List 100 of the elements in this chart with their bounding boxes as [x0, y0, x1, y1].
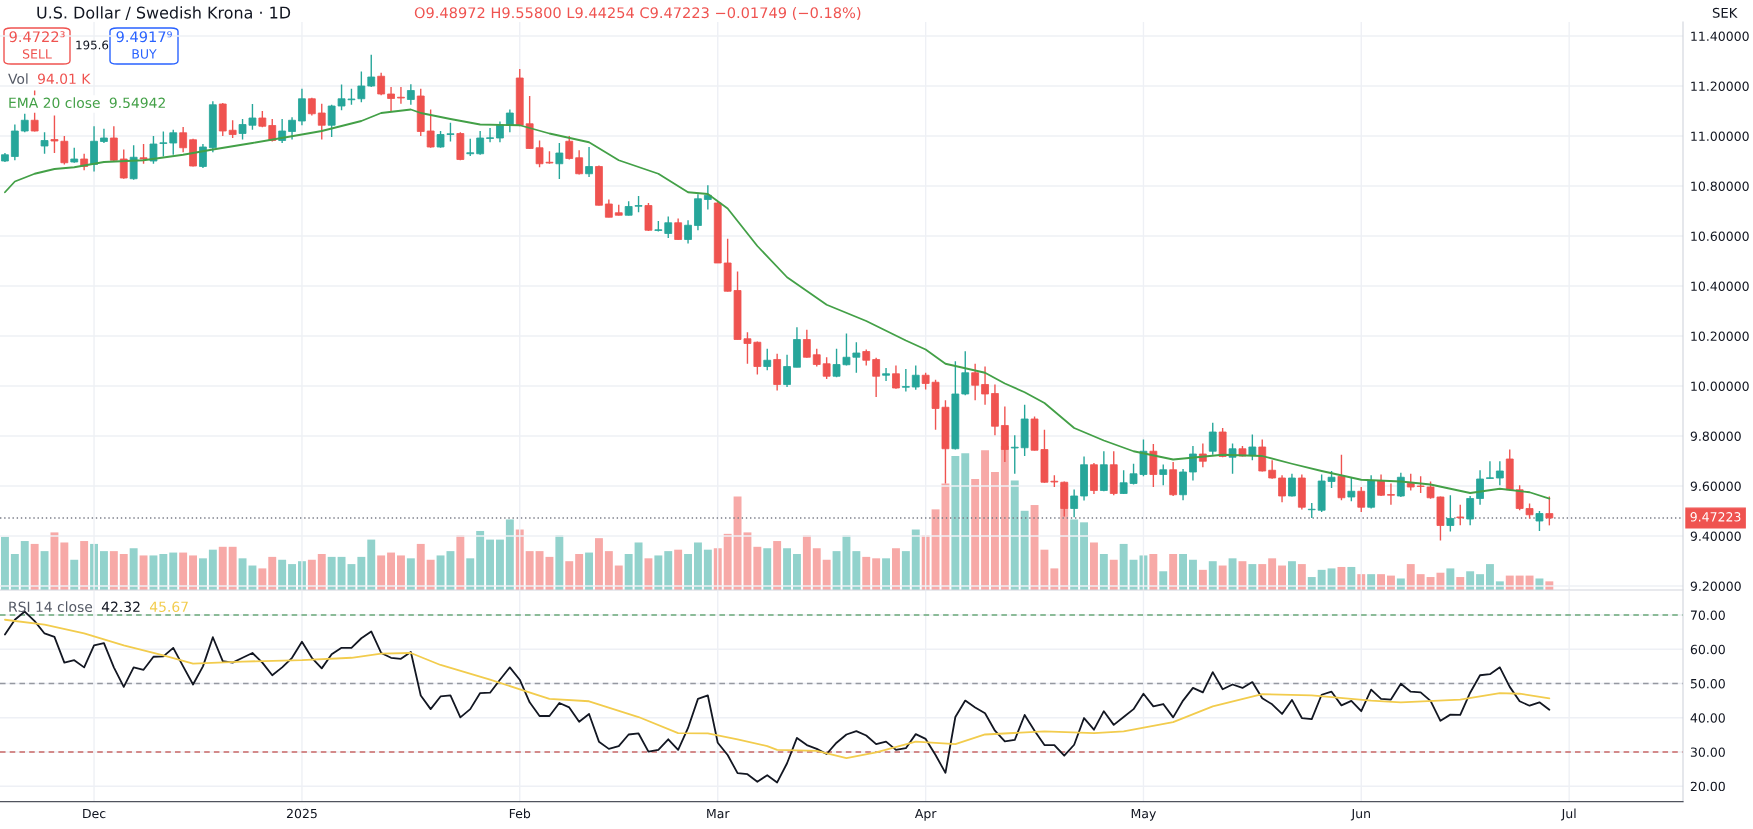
bar: [426, 559, 435, 590]
candlestick: [1010, 434, 1019, 475]
bar: [951, 456, 960, 590]
candlestick: [1396, 472, 1405, 498]
bar: [268, 556, 277, 590]
annotation: 9.54942: [109, 97, 165, 109]
bar: [882, 558, 891, 590]
y-tick-label: 9.60000: [1690, 481, 1741, 491]
candlestick: [1486, 460, 1494, 480]
bar: [159, 554, 168, 590]
candlestick: [179, 126, 188, 153]
bar: [812, 548, 821, 590]
candlestick: [109, 125, 118, 163]
candlestick: [90, 125, 98, 173]
candlestick: [40, 131, 49, 155]
bar: [981, 450, 990, 590]
candlestick: [1268, 459, 1277, 480]
bar: [377, 555, 386, 590]
bar: [703, 549, 712, 590]
candlestick: [476, 130, 485, 156]
candlestick: [1387, 482, 1395, 506]
chart-title: U.S. Dollar / Swedish Krona · 1D: [37, 6, 291, 20]
bar: [802, 535, 811, 590]
y-tick-label: 11.20000: [1691, 81, 1749, 91]
bar: [594, 538, 603, 590]
candlestick: [783, 354, 791, 388]
candlestick: [763, 348, 772, 371]
x-tick-label: Feb: [509, 808, 531, 819]
y-tick-label: 9.20000: [1690, 581, 1741, 591]
bar: [575, 554, 584, 590]
bar: [862, 556, 871, 590]
bar: [822, 559, 831, 590]
bar: [416, 543, 425, 590]
bar: [1109, 559, 1118, 590]
bar: [367, 539, 376, 590]
bar: [604, 551, 613, 590]
bar: [466, 558, 475, 590]
candlestick: [1357, 486, 1366, 513]
candlestick: [298, 88, 306, 126]
bar: [1485, 564, 1494, 590]
candlestick: [367, 54, 376, 88]
candlestick: [1466, 495, 1475, 526]
bar: [872, 558, 881, 590]
bar: [911, 529, 920, 590]
annotation: 94.01 K: [37, 73, 91, 85]
x-tick-label: Jul: [1560, 808, 1576, 821]
candlestick: [802, 329, 811, 359]
y-axis-title: SEK: [1712, 7, 1738, 18]
bar: [99, 551, 108, 590]
candlestick: [1288, 473, 1296, 498]
y-tick-label: 10.40000: [1691, 281, 1749, 291]
bar: [50, 532, 59, 590]
candlestick: [387, 86, 395, 113]
candlestick: [1248, 433, 1257, 461]
annotation: BUY: [132, 49, 157, 59]
candlestick: [406, 83, 415, 106]
bar: [1268, 558, 1277, 590]
bar: [1089, 542, 1098, 590]
candlestick: [822, 356, 831, 380]
bar: [1179, 554, 1188, 590]
candlestick: [971, 363, 980, 401]
candlestick: [1149, 443, 1158, 488]
y-tick-label: 30.00: [1690, 747, 1725, 757]
bar: [1099, 554, 1108, 590]
x-tick-label: Jun: [1350, 808, 1370, 821]
line-series: [4, 618, 1551, 760]
line-series: [4, 108, 1551, 500]
y-tick-label: 10.80000: [1691, 181, 1749, 191]
candlestick: [1208, 422, 1217, 456]
bar: [1238, 561, 1247, 590]
bar: [119, 554, 128, 590]
bar: [971, 479, 980, 590]
candlestick: [901, 368, 910, 393]
x-tick-label: Mar: [707, 808, 730, 819]
bar: [189, 555, 198, 590]
bar: [396, 555, 405, 590]
candlestick: [317, 103, 326, 141]
annotation: 9.4722³: [9, 31, 65, 43]
candlestick: [882, 367, 890, 382]
candlestick: [1278, 474, 1286, 503]
candlestick: [1337, 454, 1346, 501]
annotation: SELL: [22, 49, 52, 59]
candlestick: [1545, 495, 1554, 527]
bar: [218, 546, 227, 590]
candlestick: [585, 146, 593, 178]
y-tick-label: 50.00: [1690, 678, 1725, 689]
candlestick: [169, 129, 178, 156]
bar: [179, 552, 188, 590]
bar: [278, 559, 287, 590]
bar: [901, 551, 910, 590]
bar: [753, 546, 762, 590]
bar: [20, 541, 29, 590]
bar: [456, 535, 465, 590]
bar: [505, 519, 514, 590]
bar: [0, 536, 9, 590]
candlestick: [911, 364, 920, 391]
y-tick-label: 10.60000: [1691, 231, 1749, 241]
y-tick-label: 9.40000: [1690, 531, 1741, 541]
candlestick: [674, 217, 683, 241]
bar: [1208, 561, 1217, 590]
